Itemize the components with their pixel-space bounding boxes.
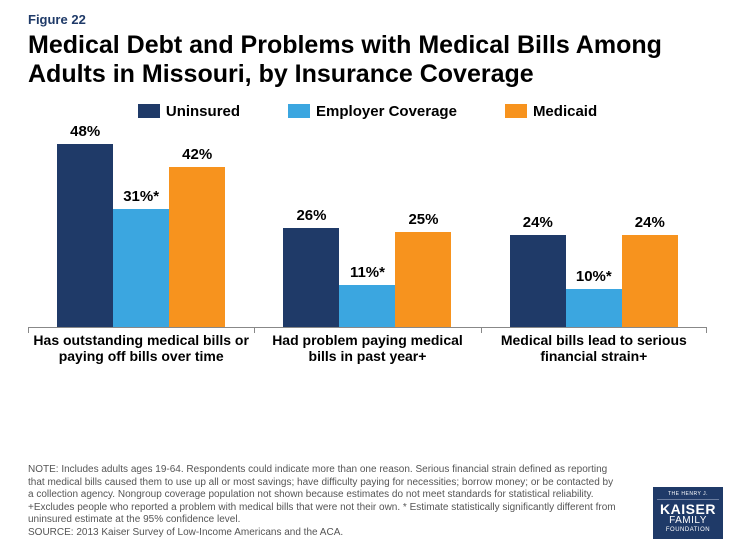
bar-value-label: 42% — [182, 146, 212, 163]
bar-wrap: 11%* — [339, 264, 395, 327]
legend-item: Employer Coverage — [288, 103, 457, 120]
legend-label: Medicaid — [533, 103, 597, 120]
bar-value-label: 10%* — [576, 268, 612, 285]
bar-wrap: 48% — [57, 123, 113, 326]
bar-value-label: 26% — [296, 207, 326, 224]
logo-line2: FAMILY — [653, 516, 723, 526]
x-axis-label: Medical bills lead to serious financial … — [481, 332, 707, 366]
legend-swatch — [505, 104, 527, 118]
legend-label: Uninsured — [166, 103, 240, 120]
bar — [283, 228, 339, 327]
bar — [622, 235, 678, 326]
bar-value-label: 31%* — [123, 188, 159, 205]
bar-value-label: 24% — [523, 214, 553, 231]
bar-group: 48%31%*42% — [28, 138, 254, 327]
footnote: NOTE: Includes adults ages 19-64. Respon… — [28, 464, 618, 539]
x-axis-labels: Has outstanding medical bills or paying … — [28, 332, 707, 366]
bar — [113, 209, 169, 327]
bar-wrap: 24% — [510, 214, 566, 326]
bar-group: 24% 10%* 24% — [481, 138, 707, 327]
bar-value-label: 11%* — [350, 264, 385, 281]
legend-swatch — [288, 104, 310, 118]
bar — [395, 232, 451, 327]
bar-group: 26% 11%* 25% — [254, 138, 480, 327]
bar-value-label: 25% — [408, 211, 438, 228]
bar — [169, 167, 225, 327]
bar-wrap: 26% — [283, 207, 339, 327]
logo-line3: FOUNDATION — [653, 527, 723, 533]
bar-value-label: 48% — [70, 123, 100, 140]
bar-wrap: 25% — [395, 211, 451, 327]
logo-line1: KAISER — [653, 502, 723, 516]
bar-chart: 48%31%*42%26%11%*25%24%10%*24% — [28, 138, 707, 328]
legend-label: Employer Coverage — [316, 103, 457, 120]
bar — [339, 285, 395, 327]
bar — [510, 235, 566, 326]
legend: Uninsured Employer Coverage Medicaid — [28, 103, 707, 120]
logo-top-line: THE HENRY J. — [657, 491, 719, 500]
legend-item: Uninsured — [138, 103, 240, 120]
x-axis-label: Had problem paying medical bills in past… — [254, 332, 480, 366]
figure-number: Figure 22 — [28, 12, 707, 27]
x-axis-label: Has outstanding medical bills or paying … — [28, 332, 254, 366]
bar-wrap: 10%* — [566, 268, 622, 327]
bar-value-label: 24% — [635, 214, 665, 231]
source-text: SOURCE: 2013 Kaiser Survey of Low-Income… — [28, 527, 343, 538]
kff-logo: THE HENRY J. KAISER FAMILY FOUNDATION — [653, 487, 723, 539]
note-text: NOTE: Includes adults ages 19-64. Respon… — [28, 464, 616, 525]
bar-wrap: 42% — [169, 146, 225, 327]
bar — [57, 144, 113, 326]
legend-item: Medicaid — [505, 103, 597, 120]
chart-area: 48%31%*42%26%11%*25%24%10%*24% Has outst… — [28, 138, 707, 368]
bar-wrap: 31%* — [113, 188, 169, 327]
bar — [566, 289, 622, 327]
bar-wrap: 24% — [622, 214, 678, 326]
chart-title: Medical Debt and Problems with Medical B… — [28, 31, 707, 89]
legend-swatch — [138, 104, 160, 118]
